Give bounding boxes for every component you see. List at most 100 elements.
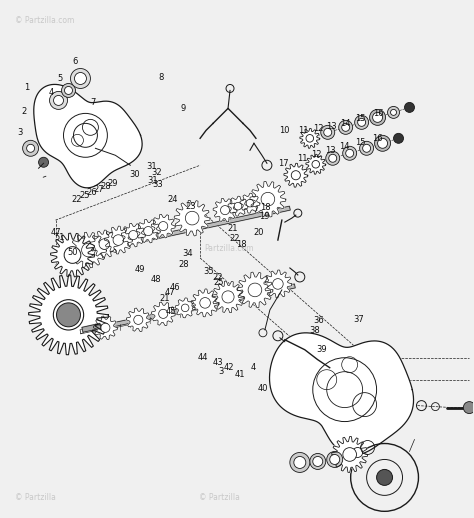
Circle shape <box>113 235 124 246</box>
Circle shape <box>326 151 340 165</box>
Text: 19: 19 <box>259 212 270 221</box>
Polygon shape <box>306 154 326 174</box>
Text: 48: 48 <box>150 275 161 284</box>
Polygon shape <box>332 437 368 472</box>
Text: 21: 21 <box>159 294 170 303</box>
Circle shape <box>378 138 388 148</box>
Circle shape <box>370 109 385 125</box>
Text: 18: 18 <box>260 203 271 212</box>
Text: 41: 41 <box>235 370 246 379</box>
Circle shape <box>374 135 391 151</box>
Text: 6: 6 <box>73 57 78 66</box>
Text: 11: 11 <box>298 126 309 135</box>
Circle shape <box>99 239 109 249</box>
Circle shape <box>222 291 234 303</box>
Text: 36: 36 <box>313 316 324 325</box>
Text: 33: 33 <box>152 180 163 189</box>
Text: 3: 3 <box>218 367 224 376</box>
Polygon shape <box>151 302 175 326</box>
Text: 7: 7 <box>90 98 96 107</box>
Circle shape <box>134 315 143 324</box>
Text: 24: 24 <box>167 195 178 204</box>
Circle shape <box>358 119 365 126</box>
Polygon shape <box>104 226 132 254</box>
Circle shape <box>182 304 189 312</box>
Text: 14: 14 <box>340 119 351 128</box>
Circle shape <box>220 206 229 214</box>
Text: 16: 16 <box>373 134 383 142</box>
Text: 12: 12 <box>313 124 324 133</box>
Text: 37: 37 <box>354 315 365 324</box>
Polygon shape <box>264 270 292 298</box>
Circle shape <box>360 141 374 155</box>
Circle shape <box>313 456 323 466</box>
Circle shape <box>373 112 383 122</box>
Text: 22: 22 <box>213 273 223 282</box>
Circle shape <box>54 95 64 105</box>
Polygon shape <box>174 200 210 236</box>
Text: © Partzilla.com: © Partzilla.com <box>15 16 74 25</box>
Circle shape <box>324 128 332 136</box>
Circle shape <box>294 456 306 468</box>
Circle shape <box>200 297 210 308</box>
Text: 16: 16 <box>374 109 384 118</box>
Polygon shape <box>191 289 219 317</box>
Circle shape <box>74 73 86 84</box>
Text: 2: 2 <box>22 107 27 116</box>
Circle shape <box>54 300 83 330</box>
Text: 14: 14 <box>339 142 350 151</box>
Circle shape <box>292 170 301 180</box>
Circle shape <box>159 309 168 319</box>
Circle shape <box>404 103 414 112</box>
Text: 5: 5 <box>57 74 63 83</box>
Text: 45: 45 <box>165 307 176 316</box>
Polygon shape <box>72 206 290 257</box>
Polygon shape <box>137 219 160 243</box>
Circle shape <box>144 226 153 236</box>
Circle shape <box>355 116 369 130</box>
Circle shape <box>71 68 91 89</box>
Polygon shape <box>34 84 142 188</box>
Circle shape <box>393 133 403 143</box>
Polygon shape <box>237 272 273 308</box>
Text: 8: 8 <box>159 73 164 82</box>
Circle shape <box>342 123 350 132</box>
Polygon shape <box>240 193 260 213</box>
Text: 47: 47 <box>165 288 176 297</box>
Circle shape <box>463 401 474 413</box>
Text: 31: 31 <box>147 176 158 185</box>
Text: 39: 39 <box>317 345 328 354</box>
Text: 31: 31 <box>146 162 157 170</box>
Circle shape <box>185 211 199 225</box>
Circle shape <box>38 157 48 167</box>
Polygon shape <box>91 230 118 258</box>
Circle shape <box>339 120 353 134</box>
Text: 23: 23 <box>185 202 196 211</box>
Polygon shape <box>213 198 237 222</box>
Text: 15: 15 <box>356 114 366 123</box>
Circle shape <box>312 161 319 168</box>
Text: 29: 29 <box>108 179 118 188</box>
Circle shape <box>248 283 262 297</box>
Text: 38: 38 <box>309 326 320 335</box>
Text: 9: 9 <box>180 104 185 112</box>
Text: 42: 42 <box>223 363 234 372</box>
Polygon shape <box>28 275 109 355</box>
Circle shape <box>56 303 81 327</box>
Circle shape <box>310 453 326 469</box>
Circle shape <box>346 149 354 157</box>
Polygon shape <box>228 196 248 216</box>
Polygon shape <box>250 181 286 217</box>
Text: 27: 27 <box>94 185 104 194</box>
Circle shape <box>343 448 356 462</box>
Text: 4: 4 <box>49 88 55 97</box>
Text: 1: 1 <box>24 83 29 92</box>
Text: 44: 44 <box>198 353 208 362</box>
Polygon shape <box>80 284 295 334</box>
Circle shape <box>261 192 275 206</box>
Text: 13: 13 <box>326 122 337 131</box>
Polygon shape <box>300 128 320 148</box>
Circle shape <box>376 469 392 485</box>
Circle shape <box>101 323 110 333</box>
Text: 20: 20 <box>253 227 264 237</box>
